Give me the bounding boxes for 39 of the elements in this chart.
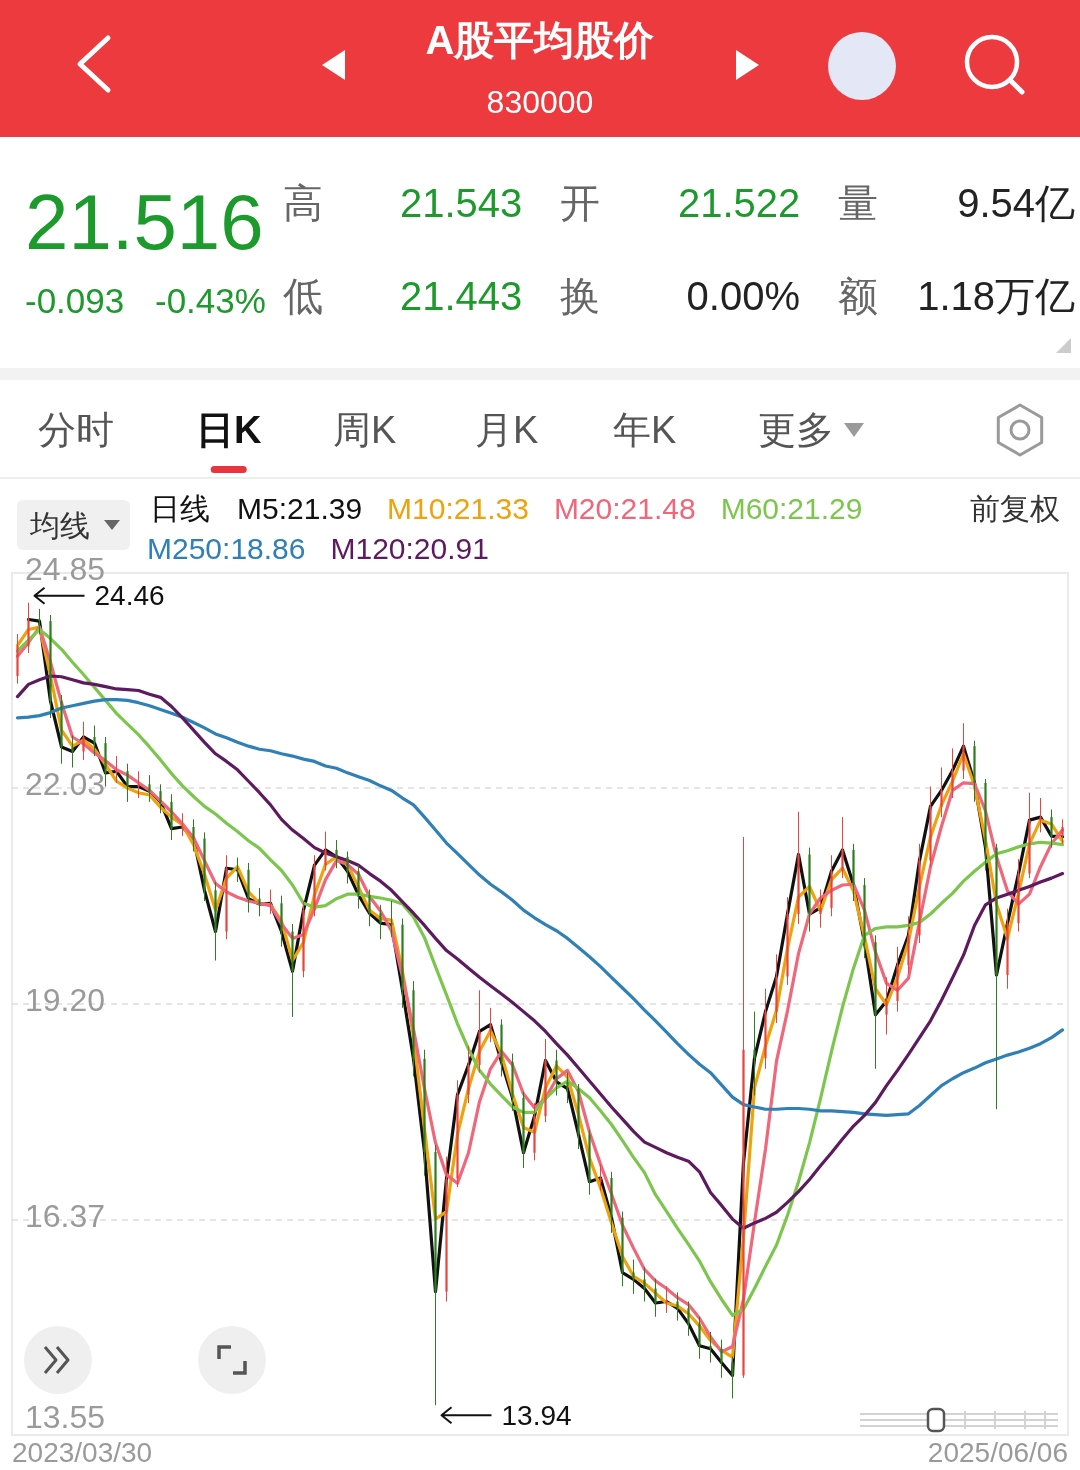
text: 1.18万亿 — [917, 274, 1075, 318]
y-tick-label: 16.37 — [25, 1197, 106, 1234]
text: -0.43% — [155, 280, 266, 320]
text: -0.093 — [25, 280, 125, 320]
text: 月K — [475, 409, 539, 451]
text: 低 — [283, 274, 323, 318]
text: M20:21.48 — [553, 491, 696, 525]
text: 0.00% — [686, 274, 800, 318]
text: 周K — [333, 409, 397, 451]
text: 更多 — [758, 409, 834, 451]
y-tick-label: 19.20 — [25, 982, 106, 1018]
text: 21.543 — [400, 181, 523, 225]
text: M5:21.39 — [237, 491, 363, 525]
text: 额 — [838, 274, 878, 318]
chart-subtitle: 830000 — [486, 84, 594, 120]
text: 21.443 — [400, 274, 523, 318]
text: 2025/06/06 — [927, 1436, 1068, 1468]
text: M120:20.91 — [330, 531, 489, 565]
text: 2023/03/30 — [12, 1436, 153, 1468]
annotation: 13.94 — [501, 1399, 572, 1431]
text: 年K — [613, 409, 677, 451]
text: 量 — [838, 181, 878, 225]
y-tick-label: 13.55 — [25, 1399, 106, 1435]
y-tick-label: 22.03 — [25, 766, 106, 803]
text: 高 — [283, 181, 323, 225]
text: 换 — [560, 274, 600, 318]
text: 开 — [560, 181, 600, 225]
text: 日线 — [150, 491, 210, 525]
text: M250:18.86 — [147, 531, 306, 565]
text: M60:21.29 — [720, 491, 863, 525]
text: 均线 — [29, 508, 90, 542]
chart-title: A股平均股价 — [425, 18, 656, 62]
text: 21.522 — [678, 181, 801, 225]
text: 前复权 — [970, 491, 1060, 525]
text: 21.516 — [25, 178, 264, 266]
text: 分时 — [38, 409, 114, 451]
text: 9.54亿 — [957, 181, 1075, 225]
text: M10:21.33 — [387, 491, 529, 525]
text: 日K — [196, 409, 262, 451]
